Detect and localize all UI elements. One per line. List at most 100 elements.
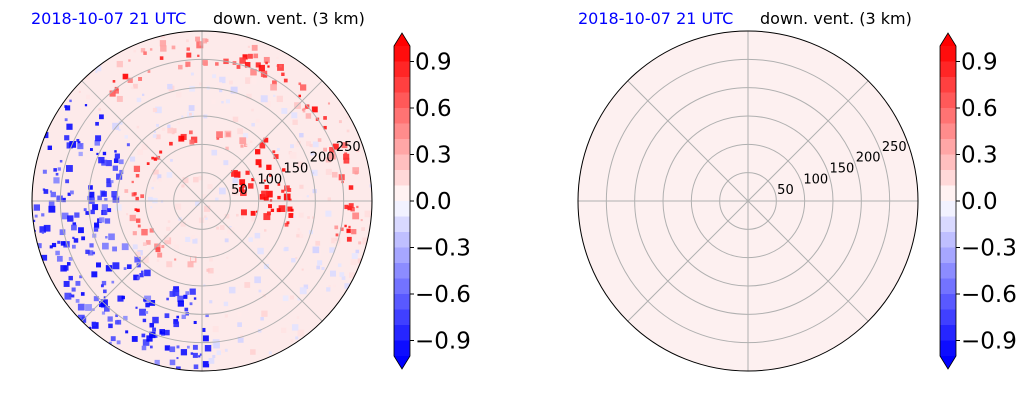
- field-cell: [131, 336, 138, 342]
- field-cell: [105, 160, 112, 167]
- field-cell: [56, 195, 63, 202]
- field-cell: [263, 263, 269, 270]
- field-cell: [101, 311, 106, 315]
- field-cell: [205, 313, 209, 318]
- field-cell: [292, 119, 298, 125]
- field-cell: [139, 273, 144, 278]
- field-cell: [167, 220, 171, 223]
- field-cell: [348, 225, 351, 229]
- field-cell: [43, 224, 51, 232]
- field-cell: [325, 168, 332, 175]
- field-cell: [216, 137, 220, 140]
- field-cell: [183, 294, 188, 299]
- field-cell: [282, 295, 289, 302]
- field-cell: [202, 361, 210, 368]
- field-cell: [64, 135, 70, 141]
- field-cell: [102, 242, 109, 250]
- field-cell: [273, 154, 279, 159]
- field-cell: [193, 320, 197, 325]
- colorbar-band: [940, 139, 956, 155]
- field-cell: [278, 205, 286, 212]
- field-cell: [94, 222, 100, 228]
- field-cell: [170, 159, 173, 162]
- field-cell: [264, 229, 267, 232]
- field-cell: [112, 246, 117, 252]
- colorbar-band: [394, 92, 410, 109]
- field-cell: [93, 227, 99, 232]
- field-cell: [253, 53, 259, 59]
- field-cell: [193, 176, 199, 183]
- field-cell: [195, 36, 201, 42]
- angular-gridline: [81, 80, 203, 202]
- field-cell: [139, 308, 147, 316]
- field-cell: [64, 292, 72, 300]
- field-cell: [142, 318, 147, 323]
- field-cell: [273, 268, 278, 272]
- field-cell: [132, 231, 137, 236]
- field-cell: [84, 104, 88, 107]
- field-cell: [136, 263, 141, 268]
- field-cell: [315, 240, 321, 246]
- field-cell: [164, 235, 170, 241]
- field-cell: [106, 181, 112, 188]
- field-cell: [245, 144, 248, 147]
- field-cell: [85, 211, 90, 215]
- field-cell: [264, 100, 272, 108]
- field-cell: [67, 192, 71, 196]
- field-cell: [286, 221, 290, 225]
- field-cell: [346, 129, 350, 133]
- field-cell: [167, 127, 174, 134]
- field-cell: [155, 134, 161, 140]
- field-cell: [226, 132, 231, 137]
- field-cell: [59, 229, 66, 236]
- field-cell: [254, 276, 261, 284]
- field-cell: [156, 123, 159, 127]
- field-cell: [81, 236, 86, 241]
- colorbar-band: [940, 201, 956, 217]
- colorbar-band: [940, 247, 956, 264]
- field-cell: [246, 93, 252, 100]
- field-cell: [48, 200, 55, 206]
- field-cell: [145, 311, 149, 314]
- field-cell: [299, 184, 304, 189]
- field-cell: [59, 159, 63, 163]
- field-cell: [157, 252, 163, 258]
- field-cell: [32, 219, 36, 223]
- field-cell: [323, 147, 328, 152]
- field-cell: [177, 121, 181, 125]
- colorbar-band: [394, 46, 410, 62]
- field-cell: [352, 167, 360, 174]
- field-cell: [362, 237, 370, 245]
- colorbar-band: [394, 77, 410, 93]
- colorbar-extend-max: [394, 33, 410, 46]
- field-cell: [166, 297, 169, 301]
- field-cell: [255, 149, 261, 155]
- field-cell: [78, 227, 84, 234]
- field-cell: [51, 242, 57, 248]
- field-cell: [295, 257, 298, 260]
- field-cell: [125, 330, 129, 334]
- field-cell: [295, 142, 300, 148]
- field-cell: [277, 195, 281, 200]
- field-cell: [297, 228, 300, 231]
- field-cell: [100, 284, 104, 288]
- radial-tick-label: 150: [830, 161, 855, 176]
- field-cell: [364, 210, 372, 218]
- colorbar-tick-label: −0.3: [961, 236, 1017, 262]
- field-cell: [108, 233, 115, 241]
- field-cell: [99, 114, 104, 120]
- field-cell: [101, 204, 108, 211]
- field-cell: [116, 95, 123, 102]
- field-cell: [237, 336, 244, 343]
- field-cell: [146, 162, 150, 165]
- field-cell: [141, 93, 145, 96]
- field-cell: [110, 336, 116, 342]
- field-cell: [175, 91, 182, 98]
- colorbar-band: [394, 294, 410, 310]
- field-cell: [192, 352, 198, 358]
- field-cell: [108, 323, 113, 329]
- colorbar-band: [394, 61, 410, 78]
- field-cell: [142, 256, 149, 264]
- field-cell: [114, 88, 119, 94]
- field-cell: [208, 275, 213, 280]
